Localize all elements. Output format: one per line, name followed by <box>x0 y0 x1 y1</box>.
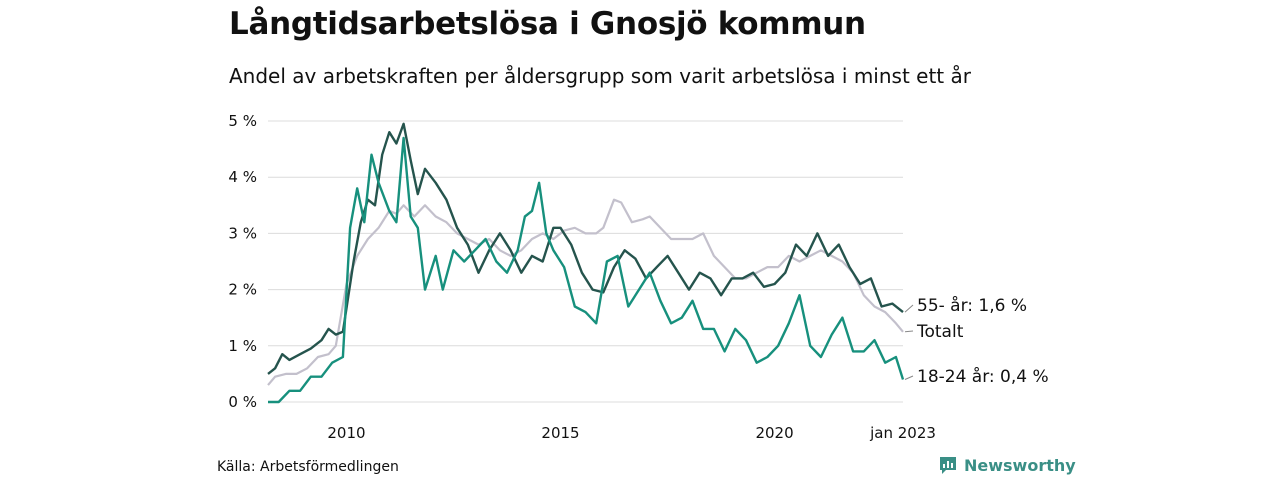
newsworthy-logo-icon <box>940 457 956 474</box>
x-tick-label: jan 2023 <box>869 424 936 442</box>
end-label-leader <box>904 330 914 333</box>
series-line-age1824 <box>268 136 905 404</box>
y-tick-label: 2 % <box>228 281 257 299</box>
x-tick-label: 2010 <box>327 424 365 442</box>
chart-subtitle: Andel av arbetskraften per åldersgrupp s… <box>229 64 971 88</box>
series-line-age55 <box>267 122 904 375</box>
y-tick-label: 5 % <box>228 112 257 130</box>
series-lines <box>267 122 905 404</box>
brand-name: Newsworthy <box>964 455 1076 475</box>
end-label-age55: 55- år: 1,6 % <box>917 295 1027 316</box>
gridlines <box>268 120 903 403</box>
brand[interactable]: Newsworthy <box>938 455 1076 475</box>
end-label-total: Totalt <box>916 322 964 342</box>
end-label-age1824: 18-24 år: 0,4 % <box>917 366 1049 387</box>
y-tick-label: 1 % <box>228 337 257 355</box>
y-tick-label: 0 % <box>228 393 257 411</box>
y-tick-label: 4 % <box>228 168 257 186</box>
end-label-leader <box>904 375 914 380</box>
chart-title: Långtidsarbetslösa i Gnosjö kommun <box>229 6 866 42</box>
source-note: Källa: Arbetsförmedlingen <box>217 459 399 475</box>
x-tick-label: 2020 <box>755 424 793 442</box>
x-axis: 2010 2015 2020 jan 2023 <box>327 424 936 442</box>
end-labels: Totalt 55- år: 1,6 % 18-24 år: 0,4 % <box>904 295 1049 387</box>
x-tick-label: 2015 <box>541 424 579 442</box>
y-axis: 0 % 1 % 2 % 3 % 4 % 5 % <box>228 112 257 411</box>
end-label-leader <box>904 304 914 313</box>
series-line-total <box>267 198 904 386</box>
y-tick-label: 3 % <box>228 224 257 242</box>
